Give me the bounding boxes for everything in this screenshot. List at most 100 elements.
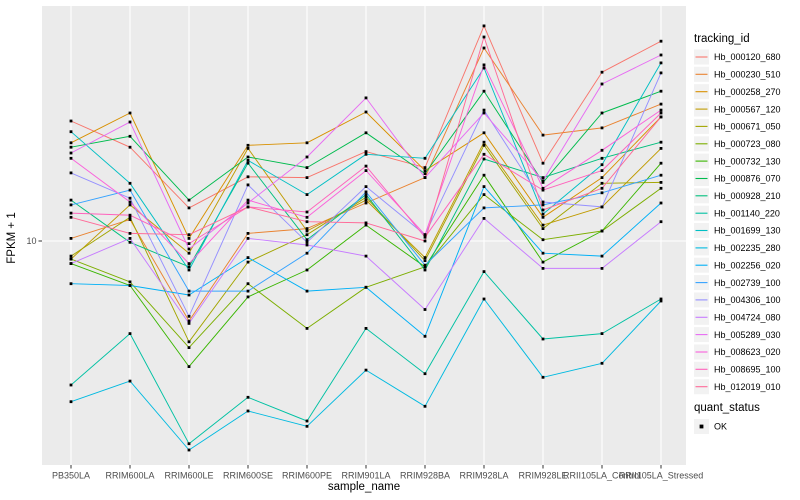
legend-entry-label: Hb_000671_050	[714, 122, 781, 132]
data-point-marker	[482, 185, 486, 188]
data-point-marker	[69, 400, 73, 404]
legend-entry-Hb_000928_210: Hb_000928_210	[694, 188, 781, 204]
data-point-marker	[364, 285, 368, 289]
data-point-marker	[659, 161, 663, 165]
data-point-marker	[364, 195, 368, 199]
data-point-marker	[482, 140, 486, 144]
data-point-marker	[423, 172, 427, 175]
data-point-marker	[423, 308, 427, 311]
legend-entry-label: Hb_002235_280	[714, 243, 781, 253]
data-point-marker	[128, 196, 132, 200]
data-point-marker	[541, 260, 545, 264]
data-point-marker	[600, 332, 604, 335]
data-point-marker	[128, 332, 132, 335]
legend-entry-label: Hb_000230_510	[714, 70, 781, 80]
data-point-marker	[69, 171, 73, 175]
data-point-marker	[364, 221, 368, 225]
data-point-marker	[541, 188, 545, 192]
legend-entry-Hb_008623_020: Hb_008623_020	[694, 344, 781, 360]
data-point-marker	[364, 150, 368, 153]
data-point-marker	[305, 229, 309, 233]
data-point-marker	[541, 186, 545, 190]
data-point-marker	[128, 240, 132, 244]
data-point-marker	[482, 108, 486, 112]
data-point-marker	[69, 237, 73, 240]
data-point-marker	[482, 270, 486, 273]
data-point-marker	[69, 257, 73, 261]
x-axis-title: sample_name	[328, 481, 400, 493]
data-point-marker	[364, 368, 368, 372]
data-point-marker	[659, 61, 663, 65]
data-point-marker	[246, 237, 250, 240]
data-point-marker	[128, 120, 132, 124]
legend-entry-label: Hb_004306_100	[714, 295, 781, 305]
data-point-marker	[600, 181, 604, 185]
data-point-marker	[246, 183, 250, 187]
data-point-marker	[246, 147, 250, 150]
data-point-marker	[659, 108, 663, 112]
legend-entry-Hb_000723_080: Hb_000723_080	[694, 136, 781, 152]
data-point-marker	[305, 243, 309, 247]
data-point-marker	[600, 229, 604, 233]
legend-entry-Hb_000258_270: Hb_000258_270	[694, 84, 781, 100]
data-point-marker	[128, 232, 132, 235]
data-point-marker	[246, 155, 250, 159]
legend-entry-Hb_001699_130: Hb_001699_130	[694, 223, 781, 238]
data-point-marker	[246, 143, 250, 147]
data-point-marker	[541, 133, 545, 137]
data-point-marker	[69, 203, 73, 207]
data-point-marker	[600, 156, 604, 160]
data-point-marker	[600, 163, 604, 167]
data-point-marker	[364, 327, 368, 330]
data-point-marker	[364, 193, 368, 196]
legend-tracking-id: tracking_id Hb_000120_680 Hb_000230_510 Hb_…	[694, 33, 781, 395]
data-point-marker	[187, 206, 191, 210]
data-point-marker	[187, 314, 191, 318]
data-point-marker	[659, 299, 663, 303]
data-point-marker	[305, 220, 309, 224]
data-point-marker	[305, 289, 309, 293]
data-point-marker	[482, 131, 486, 135]
legend-entry-label: Hb_002739_100	[714, 278, 781, 288]
data-point-marker	[423, 239, 427, 243]
x-axis: PB350LA RRIM600LA RRIM600LE RRIM600SE RRIM60…	[52, 465, 703, 493]
data-point-marker	[69, 141, 73, 145]
data-point-marker	[364, 254, 368, 258]
data-point-marker	[364, 201, 368, 205]
data-point-marker	[600, 148, 604, 152]
data-point-marker	[128, 111, 132, 115]
data-point-marker	[305, 233, 309, 237]
data-point-marker	[541, 238, 545, 242]
legend-entry-Hb_008695_100: Hb_008695_100	[694, 361, 781, 377]
legend-entry-Hb_001140_220: Hb_001140_220	[694, 205, 780, 221]
data-point-marker	[69, 254, 73, 258]
legend-entry-Hb_002256_020: Hb_002256_020	[694, 257, 781, 273]
data-point-marker	[187, 198, 191, 202]
legend-status-label: OK	[714, 422, 727, 432]
data-point-marker	[659, 186, 663, 190]
data-point-marker	[659, 173, 663, 177]
data-point-marker	[541, 227, 545, 230]
legend-title: quant_status	[694, 402, 760, 414]
data-point-marker	[305, 327, 309, 330]
data-point-marker	[659, 111, 663, 115]
legend-entry-label: Hb_008623_020	[714, 347, 781, 357]
data-point-marker	[305, 176, 309, 179]
data-point-marker	[187, 265, 191, 269]
data-point-marker	[541, 267, 545, 270]
data-point-marker	[423, 256, 427, 259]
data-point-marker	[69, 198, 73, 202]
data-point-marker	[187, 268, 191, 272]
x-tick-label: RRIM600LA	[105, 471, 154, 481]
legend-entry-Hb_012019_010: Hb_012019_010	[694, 379, 781, 395]
data-point-marker	[423, 156, 427, 160]
data-point-marker	[541, 208, 545, 212]
data-point-marker	[541, 251, 545, 255]
data-point-marker	[305, 141, 309, 145]
data-point-marker	[423, 372, 427, 376]
data-point-marker	[246, 175, 250, 179]
x-tick-label: RRIM901LA	[341, 471, 390, 481]
data-point-marker	[305, 251, 309, 255]
x-tick-label: PB350LA	[52, 471, 90, 481]
data-point-marker	[600, 82, 604, 86]
